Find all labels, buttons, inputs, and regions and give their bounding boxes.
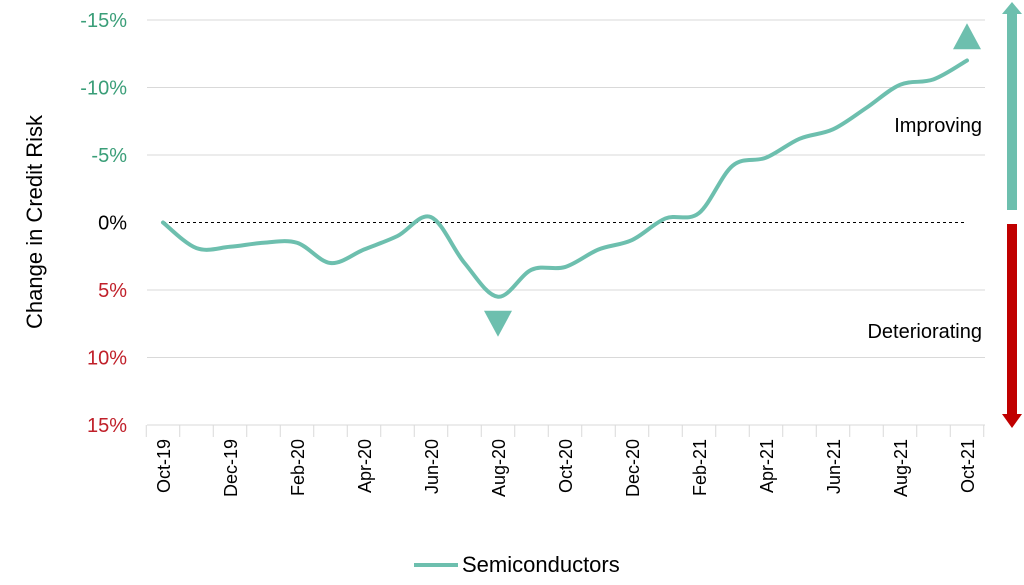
y-axis-ticks: -15% -10% -5% 0% 5% 10% 15% xyxy=(80,10,127,437)
improving-arrow-head xyxy=(1002,2,1022,14)
x-tick-label: Aug-21 xyxy=(891,439,911,497)
y-tick-label: 0% xyxy=(98,213,127,235)
x-axis: Oct-19 Dec-19 Feb-20 Apr-20 Jun-20 Aug-20 Oct-… xyxy=(145,424,985,497)
trough-marker-triangle xyxy=(484,310,512,337)
y-tick-label: -15% xyxy=(80,10,127,32)
y-tick-label: -5% xyxy=(91,145,127,167)
series-line-semiconductors xyxy=(161,58,969,299)
improving-arrow xyxy=(1007,12,1017,210)
legend-label-semiconductors: Semiconductors xyxy=(462,552,620,577)
x-tick-label: Oct-20 xyxy=(556,439,576,493)
legend: Semiconductors xyxy=(414,552,620,577)
x-tick-label: Feb-21 xyxy=(690,439,710,496)
x-tick-label: Apr-21 xyxy=(757,439,777,493)
direction-arrows: Improving Deteriorating xyxy=(867,2,1022,428)
x-tick-label: Oct-19 xyxy=(154,439,174,493)
x-tick-label: Aug-20 xyxy=(489,439,509,497)
marker-layer xyxy=(484,23,981,337)
deteriorating-arrow xyxy=(1007,224,1017,416)
x-tick-label: Feb-20 xyxy=(288,439,308,496)
x-tick-label: Oct-21 xyxy=(958,439,978,493)
y-tick-label: 5% xyxy=(98,280,127,302)
y-tick-label: 15% xyxy=(87,415,127,437)
deteriorating-label: Deteriorating xyxy=(867,321,982,343)
x-tick-label: Dec-19 xyxy=(221,439,241,497)
peak-marker-triangle xyxy=(953,23,981,50)
improving-label: Improving xyxy=(894,115,982,137)
series-layer xyxy=(161,58,969,299)
x-tick-label: Dec-20 xyxy=(623,439,643,497)
y-axis-label: Change in Credit Risk xyxy=(22,114,47,329)
x-tick-label: Apr-20 xyxy=(355,439,375,493)
deteriorating-arrow-head xyxy=(1002,414,1022,428)
y-tick-label: 10% xyxy=(87,348,127,370)
x-tick-label: Jun-21 xyxy=(824,439,844,494)
x-tick-label: Jun-20 xyxy=(422,439,442,494)
y-tick-label: -10% xyxy=(80,78,127,100)
